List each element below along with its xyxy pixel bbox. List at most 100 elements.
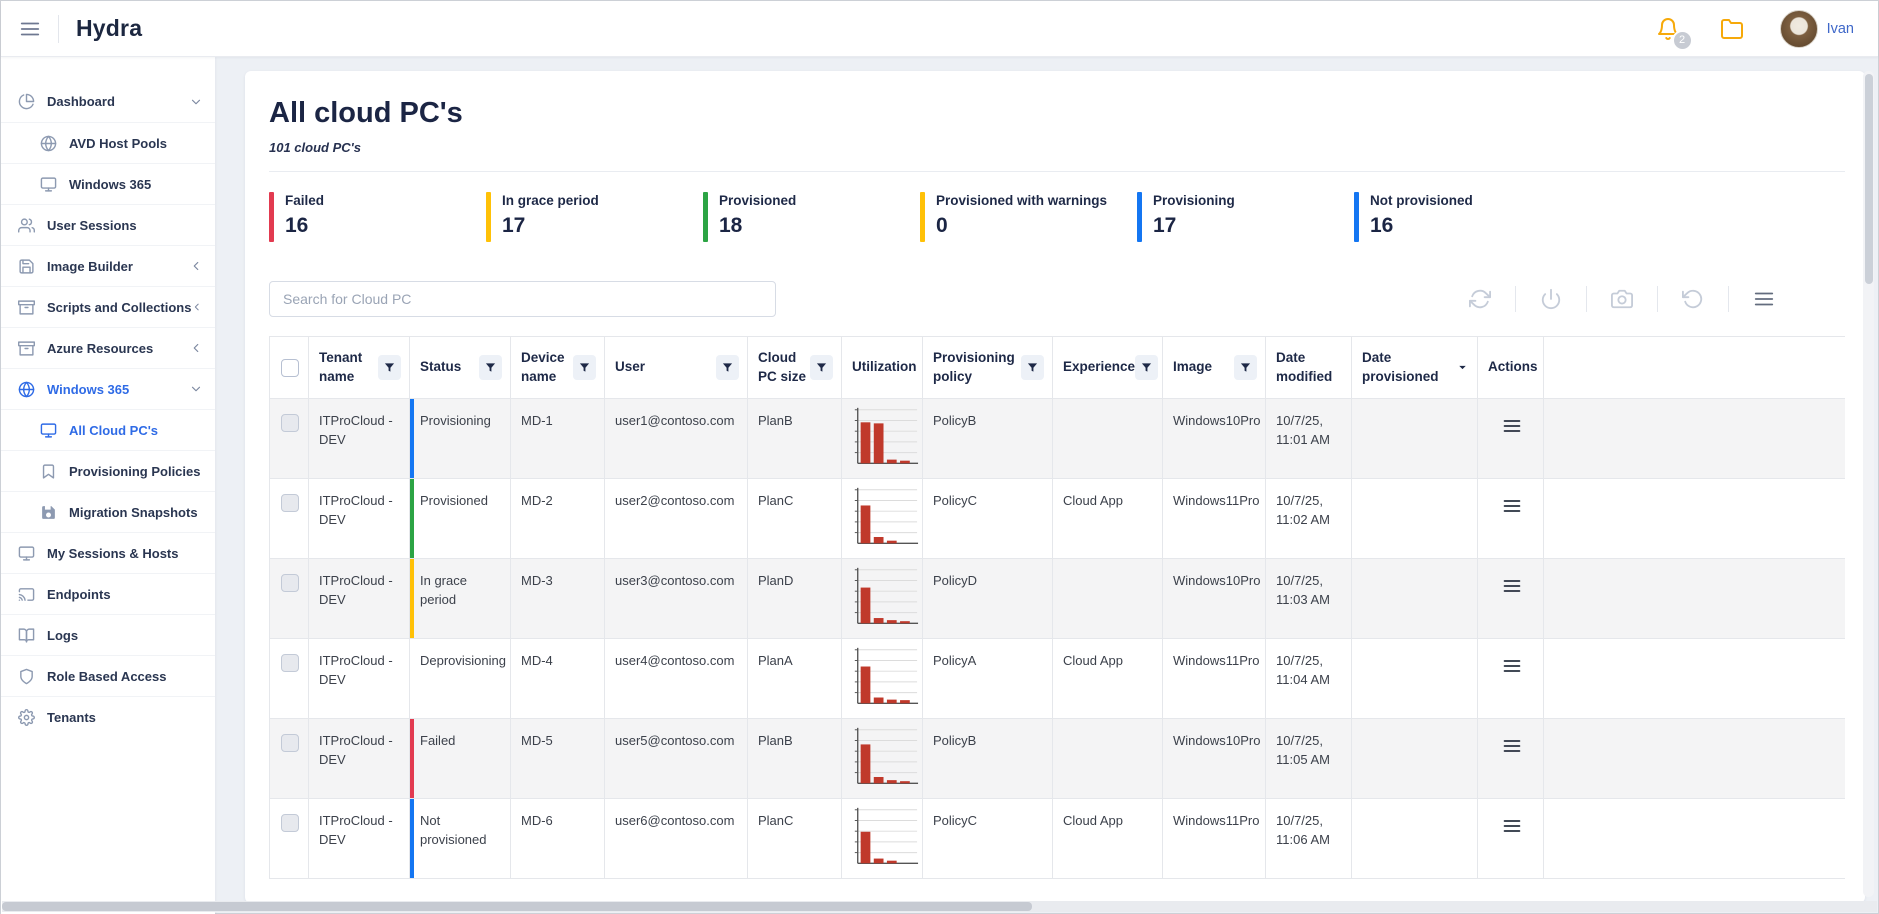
sidebar-item-endpoints[interactable]: Endpoints: [1, 573, 215, 614]
sidebar-item-windows-365[interactable]: Windows 365: [1, 163, 215, 204]
row-actions-menu-icon[interactable]: [1501, 816, 1523, 836]
vertical-scrollbar-thumb[interactable]: [1864, 74, 1873, 284]
column-header-label: Image: [1173, 359, 1213, 375]
filter-button-user[interactable]: [716, 355, 739, 380]
filter-button-status[interactable]: [479, 355, 502, 380]
search-input[interactable]: [269, 281, 776, 317]
filter-button-experience[interactable]: [1135, 355, 1159, 380]
row-checkbox[interactable]: [281, 654, 299, 672]
sidebar-item-scripts-and-collections[interactable]: Scripts and Collections: [1, 286, 215, 327]
column-header-device: Device name: [511, 337, 605, 398]
row-actions-menu-icon[interactable]: [1501, 576, 1523, 596]
toolbar-menu-icon[interactable]: [1753, 288, 1775, 310]
sidebar-item-tenants[interactable]: Tenants: [1, 696, 215, 737]
sidebar-item-label: Migration Snapshots: [69, 504, 198, 520]
cell-size: PlanD: [748, 559, 842, 638]
cell-policy: PolicyA: [923, 639, 1053, 718]
table-row: ITProCloud - DEV Provisioned MD-2 user2@con…: [269, 479, 1845, 559]
cell-image: Windows11Pro: [1163, 479, 1266, 558]
cell-tenant: ITProCloud - DEV: [309, 639, 410, 718]
row-checkbox[interactable]: [281, 494, 299, 512]
row-checkbox[interactable]: [281, 814, 299, 832]
filter-button-size[interactable]: [810, 355, 833, 380]
sidebar-item-my-sessions-hosts[interactable]: My Sessions & Hosts: [1, 532, 215, 573]
toolbar-power-icon[interactable]: [1540, 288, 1562, 310]
column-header-utilization: Utilization: [842, 337, 923, 398]
cell-device: MD-3: [511, 559, 605, 638]
status-card-label: Provisioned with warnings: [936, 193, 1108, 208]
user-avatar[interactable]: [1779, 9, 1818, 48]
sidebar-item-image-builder[interactable]: Image Builder: [1, 245, 215, 286]
status-card-label: In grace period: [502, 193, 599, 208]
toolbar-divider: [1728, 286, 1729, 312]
cell-experience: [1053, 399, 1163, 478]
sidebar-toggle-icon[interactable]: [19, 18, 41, 40]
row-checkbox[interactable]: [281, 414, 299, 432]
utilization-chart: [854, 487, 919, 544]
row-checkbox[interactable]: [281, 734, 299, 752]
sidebar-item-all-cloud-pc-s[interactable]: All Cloud PC's: [1, 409, 215, 450]
book-icon: [18, 627, 35, 644]
pie-chart-icon: [18, 93, 35, 110]
sidebar-item-user-sessions[interactable]: User Sessions: [1, 204, 215, 245]
status-color-bar: [703, 192, 708, 242]
filter-button-policy[interactable]: [1021, 355, 1044, 380]
sidebar-item-avd-host-pools[interactable]: AVD Host Pools: [1, 122, 215, 163]
status-text: Provisioned: [420, 493, 488, 508]
sidebar-item-windows-365[interactable]: Windows 365: [1, 368, 215, 409]
globe-icon: [40, 135, 57, 152]
app-title: Hydra: [76, 15, 143, 41]
status-color-bar: [1137, 192, 1142, 242]
toolbar-camera-icon[interactable]: [1611, 288, 1633, 310]
toolbar-undo-icon[interactable]: [1682, 288, 1704, 310]
cloud-pc-table: Tenant name Status Device name User Cloud PC…: [269, 336, 1845, 879]
cell-image: Windows10Pro: [1163, 399, 1266, 478]
status-card-value: 0: [936, 214, 948, 237]
table-row: ITProCloud - DEV Provisioning MD-1 user1@co…: [269, 399, 1845, 479]
filter-button-device[interactable]: [573, 355, 596, 380]
cell-experience: [1053, 559, 1163, 638]
sidebar-item-dashboard[interactable]: Dashboard: [1, 81, 215, 122]
folder-icon[interactable]: [1720, 17, 1744, 41]
sidebar-item-role-based-access[interactable]: Role Based Access: [1, 655, 215, 696]
row-actions-menu-icon[interactable]: [1501, 496, 1523, 516]
main-content: All cloud PC's 101 cloud PC's Failed 16 In…: [215, 57, 1878, 914]
sidebar-item-logs[interactable]: Logs: [1, 614, 215, 655]
row-checkbox[interactable]: [281, 574, 299, 592]
cell-status: Not provisioned: [410, 799, 511, 878]
filter-icon: [384, 362, 395, 373]
vertical-scrollbar[interactable]: [1863, 71, 1874, 897]
row-actions-menu-icon[interactable]: [1501, 736, 1523, 756]
sidebar-item-label: Logs: [47, 627, 79, 643]
filter-button-tenant[interactable]: [378, 355, 401, 380]
chevron-down-icon: [189, 382, 203, 396]
gear-icon: [18, 708, 35, 726]
row-checkbox-cell: [269, 719, 309, 798]
horizontal-scrollbar[interactable]: [2, 901, 1877, 912]
cell-size: PlanC: [748, 479, 842, 558]
cell-tenant: ITProCloud - DEV: [309, 799, 410, 878]
row-actions-menu-icon[interactable]: [1501, 416, 1523, 436]
sidebar-item-migration-snapshots[interactable]: Migration Snapshots: [1, 491, 215, 532]
toolbar-refresh-icon[interactable]: [1469, 288, 1491, 310]
row-actions-menu-icon[interactable]: [1501, 656, 1523, 676]
cell-device: MD-6: [511, 799, 605, 878]
cell-tenant: ITProCloud - DEV: [309, 559, 410, 638]
cell-status: Deprovisioning: [410, 639, 511, 718]
cell-policy: PolicyB: [923, 399, 1053, 478]
sidebar-item-label: Scripts and Collections: [47, 299, 192, 315]
cell-tenant: ITProCloud - DEV: [309, 719, 410, 798]
status-text: Not provisioned: [420, 813, 487, 847]
filter-button-image[interactable]: [1234, 355, 1257, 380]
cast-icon: [18, 586, 35, 603]
horizontal-scrollbar-thumb[interactable]: [2, 902, 1032, 911]
select-all-checkbox[interactable]: [281, 358, 299, 377]
notifications-button[interactable]: 2: [1656, 17, 1693, 51]
column-header-date_provisioned: Date provisioned: [1352, 337, 1478, 398]
status-card-provisioning: Provisioning 17: [1137, 192, 1354, 242]
sidebar-item-label: Tenants: [47, 709, 96, 725]
sidebar-item-label: Role Based Access: [47, 668, 167, 684]
sidebar-item-provisioning-policies[interactable]: Provisioning Policies: [1, 450, 215, 491]
status-color-strip: [410, 559, 414, 638]
sidebar-item-azure-resources[interactable]: Azure Resources: [1, 327, 215, 368]
